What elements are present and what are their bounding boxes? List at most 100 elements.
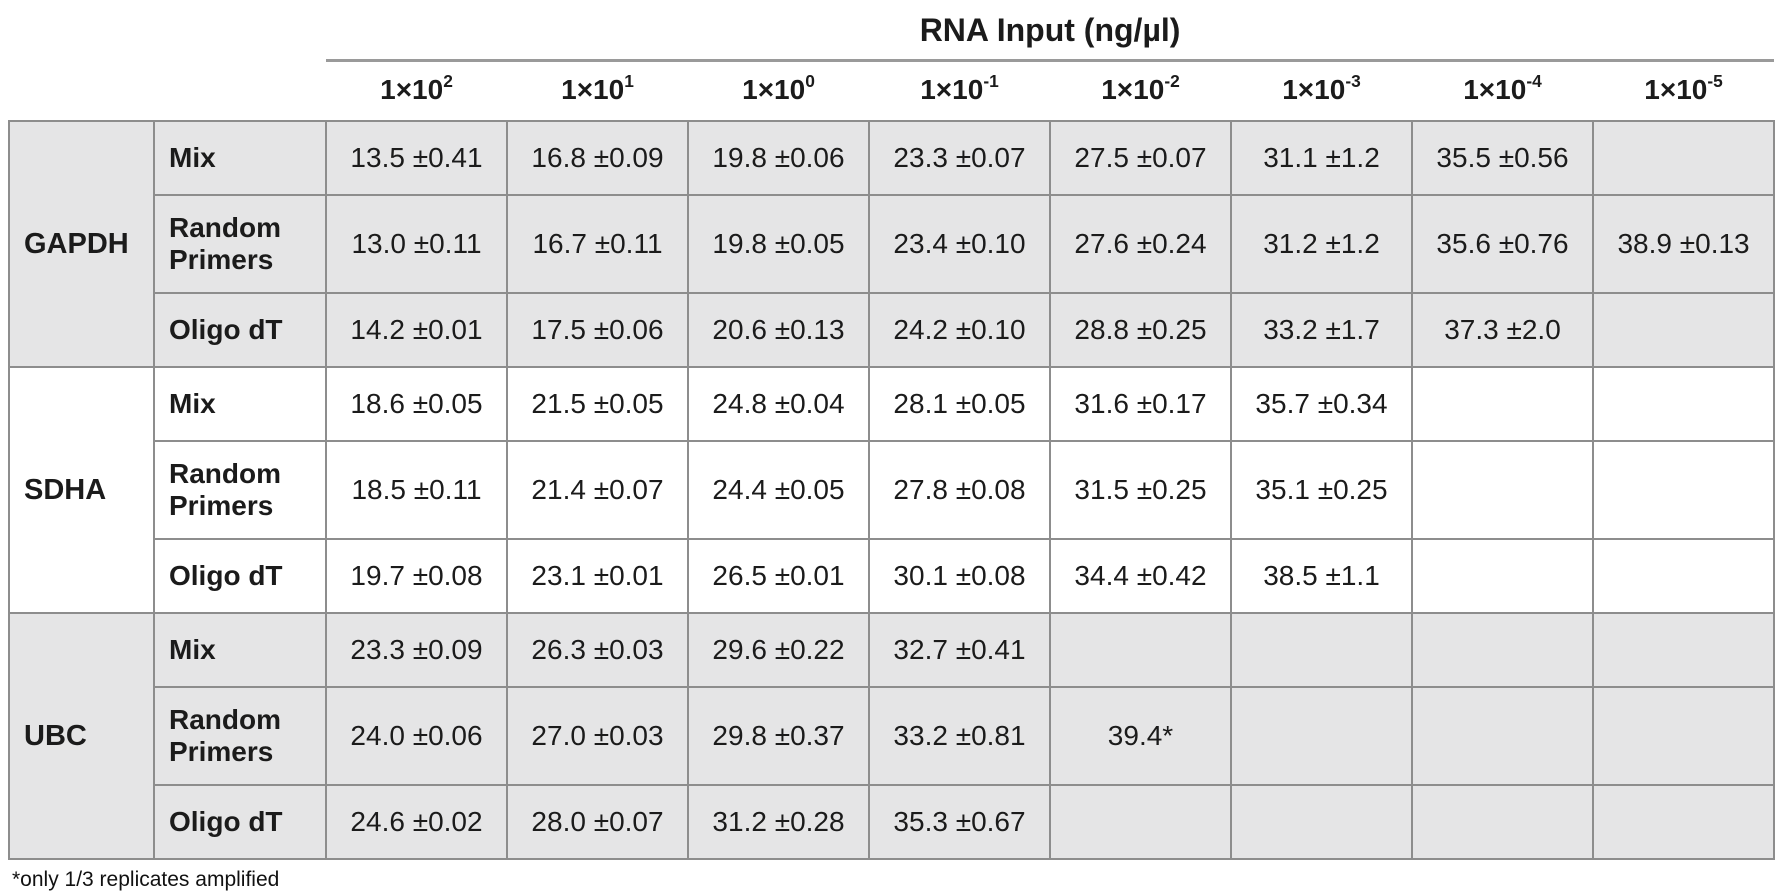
ct-value-cell: 30.1 ±0.08: [868, 538, 1051, 614]
ct-value-cell: 31.5 ±0.25: [1049, 440, 1232, 540]
table-row: Oligo dT 14.2 ±0.01 17.5 ±0.06 20.6 ±0.1…: [9, 292, 1776, 368]
primer-label-cell: Oligo dT: [153, 784, 327, 860]
column-header: 1×10-1: [869, 60, 1050, 121]
table-row: Random Primers 18.5 ±0.11 21.4 ±0.07 24.…: [9, 440, 1776, 540]
ct-value-cell: 31.6 ±0.17: [1049, 366, 1232, 442]
ct-value-cell: 33.2 ±1.7: [1230, 292, 1413, 368]
ct-value-cell: [1591, 120, 1776, 196]
table-row: GAPDH Mix 13.5 ±0.41 16.8 ±0.09 19.8 ±0.…: [8, 120, 1776, 368]
ct-value-cell: 24.0 ±0.06: [325, 686, 508, 786]
ct-value-cell: 27.6 ±0.24: [1049, 194, 1232, 294]
ct-value-cell: [1411, 538, 1594, 614]
ct-value-cell: 23.1 ±0.01: [506, 538, 689, 614]
ct-value-cell: 35.3 ±0.67: [868, 784, 1051, 860]
ct-value-cell: 31.2 ±0.28: [687, 784, 870, 860]
ct-value-cell: [1230, 612, 1413, 688]
ct-value-cell: 35.6 ±0.76: [1411, 194, 1594, 294]
ct-value-cell: 16.7 ±0.11: [506, 194, 689, 294]
table-title: RNA Input (ng/µl): [326, 6, 1775, 62]
column-header-exponent: -1: [983, 70, 999, 91]
column-header-base: 1×10: [1101, 74, 1165, 105]
column-header-exponent: 2: [443, 70, 453, 91]
ct-value-cell: 35.5 ±0.56: [1411, 120, 1594, 196]
column-header-base: 1×10: [561, 74, 625, 105]
ct-value-cell: 18.6 ±0.05: [325, 366, 508, 442]
ct-value-cell: [1230, 784, 1413, 860]
column-header-base: 1×10: [920, 74, 984, 105]
column-header-row: 1×102 1×101 1×100 1×10-1 1×10-2 1×10-3 1…: [9, 60, 1775, 121]
ct-value-cell: 23.3 ±0.09: [325, 612, 508, 688]
footnote: *only 1/3 replicates amplified: [12, 868, 280, 891]
ct-value-cell: [1591, 366, 1776, 442]
ct-value-cell: 27.5 ±0.07: [1049, 120, 1232, 196]
table-row: Oligo dT 19.7 ±0.08 23.1 ±0.01 26.5 ±0.0…: [9, 538, 1776, 614]
primer-label-cell: Random Primers: [153, 686, 327, 786]
ct-value-cell: 38.5 ±1.1: [1230, 538, 1413, 614]
column-header-base: 1×10: [1282, 74, 1346, 105]
primer-label-cell: Random Primers: [153, 194, 327, 294]
ct-value-cell: 17.5 ±0.06: [506, 292, 689, 368]
ct-value-cell: [1591, 784, 1776, 860]
column-header: 1×10-3: [1231, 60, 1412, 121]
ct-value-table: RNA Input (ng/µl) 1×102 1×101 1×100 1×10…: [8, 6, 1776, 860]
ct-value-cell: 19.7 ±0.08: [325, 538, 508, 614]
ct-value-cell: 27.0 ±0.03: [506, 686, 689, 786]
ct-value-cell: 23.3 ±0.07: [868, 120, 1051, 196]
ct-value-cell: [1591, 686, 1776, 786]
gene-cell: SDHA: [8, 366, 155, 614]
ct-value-cell: 28.0 ±0.07: [506, 784, 689, 860]
ct-value-cell: [1411, 686, 1594, 786]
ct-value-cell: 33.2 ±0.81: [868, 686, 1051, 786]
ct-value-cell: 35.1 ±0.25: [1230, 440, 1413, 540]
ct-value-cell: [1411, 612, 1594, 688]
ct-value-cell: 24.8 ±0.04: [687, 366, 870, 442]
ct-value-cell: 21.4 ±0.07: [506, 440, 689, 540]
ct-value-cell: [1591, 612, 1776, 688]
ct-value-cell: 19.8 ±0.06: [687, 120, 870, 196]
primer-label-cell: Oligo dT: [153, 292, 327, 368]
column-header: 1×10-4: [1412, 60, 1593, 121]
ct-value-cell: 21.5 ±0.05: [506, 366, 689, 442]
header-spacer: [9, 60, 326, 121]
gene-cell: GAPDH: [8, 120, 155, 368]
ct-value-cell: 35.7 ±0.34: [1230, 366, 1413, 442]
column-header-exponent: -3: [1345, 70, 1361, 91]
column-header-base: 1×10: [380, 74, 444, 105]
ct-value-cell: 29.6 ±0.22: [687, 612, 870, 688]
column-header: 1×10-2: [1050, 60, 1231, 121]
table-row: Random Primers 13.0 ±0.11 16.7 ±0.11 19.…: [9, 194, 1776, 294]
ct-value-cell: 39.4*: [1049, 686, 1232, 786]
header-spacer: [9, 6, 326, 61]
ct-value-cell: 16.8 ±0.09: [506, 120, 689, 196]
column-header-base: 1×10: [1463, 74, 1527, 105]
ct-value-cell: [1591, 538, 1776, 614]
primer-label-cell: Mix: [153, 366, 327, 442]
ct-value-cell: 26.5 ±0.01: [687, 538, 870, 614]
ct-value-cell: 29.8 ±0.37: [687, 686, 870, 786]
table-row: SDHA Mix 18.6 ±0.05 21.5 ±0.05 24.8 ±0.0…: [8, 366, 1776, 614]
ct-value-cell: 28.8 ±0.25: [1049, 292, 1232, 368]
column-header: 1×102: [326, 60, 507, 121]
ct-value-cell: 31.2 ±1.2: [1230, 194, 1413, 294]
ct-value-cell: 13.5 ±0.41: [325, 120, 508, 196]
ct-value-cell: 18.5 ±0.11: [325, 440, 508, 540]
primer-label-cell: Oligo dT: [153, 538, 327, 614]
ct-value-cell: 28.1 ±0.05: [868, 366, 1051, 442]
ct-value-cell: 24.2 ±0.10: [868, 292, 1051, 368]
ct-value-cell: 32.7 ±0.41: [868, 612, 1051, 688]
ct-value-cell: [1049, 612, 1232, 688]
ct-value-cell: 34.4 ±0.42: [1049, 538, 1232, 614]
ct-value-cell: 31.1 ±1.2: [1230, 120, 1413, 196]
column-header-exponent: -2: [1164, 70, 1180, 91]
table-row: UBC Mix 23.3 ±0.09 26.3 ±0.03 29.6 ±0.22…: [8, 612, 1776, 860]
ct-value-cell: 37.3 ±2.0: [1411, 292, 1594, 368]
column-header-exponent: -4: [1526, 70, 1542, 91]
table-row: Oligo dT 24.6 ±0.02 28.0 ±0.07 31.2 ±0.2…: [9, 784, 1776, 860]
ct-value-cell: 23.4 ±0.10: [868, 194, 1051, 294]
ct-value-cell: [1411, 440, 1594, 540]
primer-label-cell: Random Primers: [153, 440, 327, 540]
primer-label-cell: Mix: [153, 120, 327, 196]
ct-value-cell: 26.3 ±0.03: [506, 612, 689, 688]
column-header-base: 1×10: [742, 74, 806, 105]
ct-value-cell: 38.9 ±0.13: [1591, 194, 1776, 294]
